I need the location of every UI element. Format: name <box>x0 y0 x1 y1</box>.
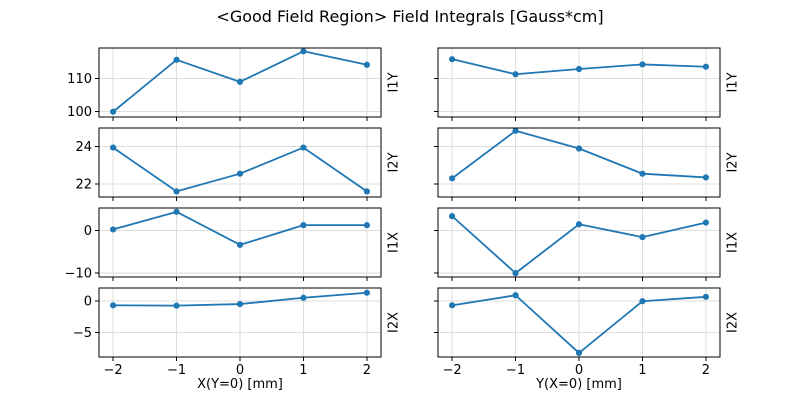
row-label-i2x: I2X <box>726 312 741 333</box>
data-point <box>449 56 456 63</box>
row-label-i2y: I2Y <box>387 152 402 172</box>
data-point <box>110 302 117 309</box>
data-point <box>363 188 370 195</box>
data-point <box>110 226 117 233</box>
data-point <box>300 222 307 229</box>
data-point <box>575 349 583 357</box>
data-point <box>449 302 456 309</box>
data-point <box>363 289 370 296</box>
y-tick-label: 110 <box>67 72 92 87</box>
subplot-i2y-x: 22 24 I2Y <box>75 127 402 201</box>
y-tick-label: 22 <box>75 177 92 192</box>
data-point <box>639 61 646 68</box>
y-tick-label: −10 <box>65 267 92 282</box>
data-point <box>363 61 370 68</box>
row-label-i1y: I1Y <box>387 72 402 92</box>
data-point <box>702 63 710 70</box>
data-point <box>173 56 180 63</box>
data-point <box>639 170 646 177</box>
x-tick-label: −2 <box>443 363 462 378</box>
x-tick-label: 1 <box>299 363 307 378</box>
x-tick-label: 2 <box>363 363 371 378</box>
data-point <box>363 222 370 229</box>
data-point <box>639 298 646 305</box>
x-tick-label: −2 <box>104 363 123 378</box>
data-point <box>575 145 583 152</box>
subplot-i1y-y: I1Y <box>434 47 741 121</box>
data-point <box>110 108 117 115</box>
x-tick-label: −1 <box>167 363 186 378</box>
row-label-i2y: I2Y <box>726 152 741 172</box>
row-label-i1y: I1Y <box>726 72 741 92</box>
y-tick-label: −5 <box>73 326 92 341</box>
data-point <box>300 144 307 151</box>
data-point <box>110 144 117 151</box>
data-point <box>449 175 456 182</box>
subplot-i2x-x: −5 0 −2 −1 0 1 2 I2X <box>73 287 402 378</box>
y-tick-label: 0 <box>84 224 92 239</box>
x-axis-label-left: X(Y=0) [mm] <box>197 377 283 392</box>
data-point <box>702 293 710 300</box>
data-point <box>639 234 646 241</box>
data-point <box>702 219 710 226</box>
subplot-i2x-y: −2 −1 0 1 2 I2X <box>434 287 741 378</box>
subplot-i2y-y: I2Y <box>434 127 741 201</box>
data-point <box>512 292 519 299</box>
data-point <box>300 48 307 55</box>
x-axis-label-right: Y(X=0) [mm] <box>536 377 622 392</box>
row-label-i2x: I2X <box>387 312 402 333</box>
data-point <box>236 241 244 248</box>
subplot-i1x-x: −10 0 I1X <box>65 207 402 282</box>
data-point <box>173 188 180 195</box>
row-label-i1x: I1X <box>387 232 402 253</box>
data-point <box>300 294 307 301</box>
data-point <box>173 302 180 309</box>
y-tick-label: 100 <box>67 105 92 120</box>
data-point <box>173 208 180 215</box>
x-tick-label: 0 <box>236 363 244 378</box>
data-point <box>236 170 244 177</box>
data-point <box>512 270 519 277</box>
data-point <box>236 300 244 308</box>
figure-title: <Good Field Region> Field Integrals [Gau… <box>216 7 604 26</box>
data-point <box>702 174 710 181</box>
subplot-i1x-y: I1X <box>434 207 741 281</box>
x-tick-label: −1 <box>506 363 525 378</box>
data-point <box>575 65 583 73</box>
y-tick-label: 0 <box>84 295 92 310</box>
subplot-i1y-x: 100 110 I1Y <box>67 47 402 121</box>
y-tick-label: 24 <box>75 140 92 155</box>
data-point <box>512 127 519 134</box>
x-tick-label: 2 <box>702 363 710 378</box>
x-tick-label: 0 <box>575 363 583 378</box>
data-point <box>575 221 583 228</box>
data-point <box>449 213 456 220</box>
data-point <box>512 71 519 78</box>
row-label-i1x: I1X <box>726 232 741 253</box>
x-tick-label: 1 <box>638 363 646 378</box>
data-point <box>236 78 244 85</box>
